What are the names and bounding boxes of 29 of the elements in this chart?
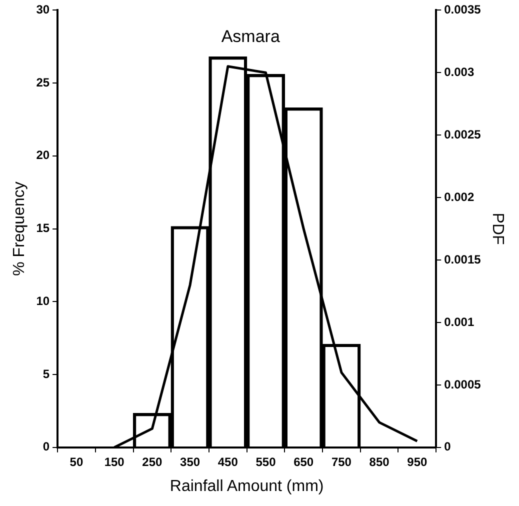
x-axis-title: Rainfall Amount (mm) — [170, 478, 324, 495]
y-tick-label: 25 — [36, 75, 50, 90]
x-tick-label: 350 — [180, 454, 200, 469]
y2-tick-label: 0.003 — [444, 64, 474, 79]
y-tick-label: 15 — [36, 221, 50, 236]
y2-tick-label: 0.0005 — [444, 377, 482, 392]
x-tick-label: 850 — [369, 454, 390, 469]
x-tick-label: 450 — [218, 454, 238, 469]
y-tick-label: 0 — [42, 440, 50, 454]
y2-tick-label: 0.0025 — [444, 127, 482, 142]
y2-tick-label: 0.0015 — [444, 252, 482, 266]
y2-tick-label: 0.002 — [444, 190, 474, 204]
x-tick-label: 250 — [142, 454, 163, 469]
x-tick-label: 650 — [294, 454, 314, 469]
x-tick-label: 950 — [407, 454, 428, 469]
y2-tick-label: 0.0035 — [444, 2, 482, 17]
y-tick-label: 5 — [42, 366, 50, 381]
text: Asmara — [221, 26, 280, 46]
x-tick-label: 50 — [70, 454, 84, 469]
x-tick-label: 750 — [331, 454, 352, 469]
y2-axis-title: PDF — [488, 212, 506, 246]
y-axis-title: % Frequency — [11, 182, 28, 276]
y-tick-label: 30 — [36, 2, 50, 17]
y-tick-label: 20 — [36, 148, 50, 162]
y2-tick-label: 0.001 — [444, 314, 474, 329]
y2-tick-label: 0 — [444, 440, 452, 454]
x-tick-label: 150 — [104, 454, 125, 469]
x-tick-label: 550 — [256, 454, 276, 469]
y-tick-label: 10 — [36, 294, 50, 308]
